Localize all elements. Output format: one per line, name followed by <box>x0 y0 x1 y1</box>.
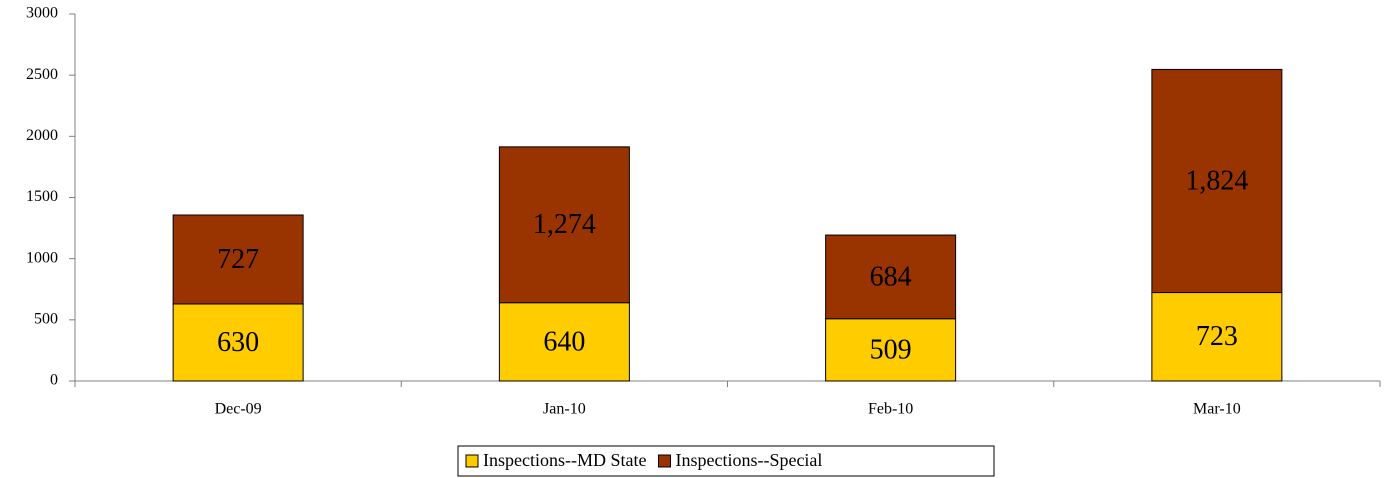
legend-swatch <box>657 454 671 468</box>
x-tick-label: Feb-10 <box>868 401 913 418</box>
legend-label: Inspections--Special <box>675 450 822 470</box>
y-tick-label: 500 <box>34 311 58 328</box>
bar-segment <box>172 214 304 305</box>
bar-segment <box>1151 68 1283 294</box>
y-tick-label: 2500 <box>26 66 58 83</box>
data-label: 727 <box>217 244 259 275</box>
data-label: 509 <box>870 334 912 365</box>
data-label: 723 <box>1196 321 1238 352</box>
data-label: 684 <box>870 261 912 292</box>
legend-label: Inspections--MD State <box>483 450 646 470</box>
y-tick-label: 0 <box>50 372 58 389</box>
bar-segment <box>498 302 630 382</box>
bar-segment <box>172 303 304 382</box>
x-tick-label: Dec-09 <box>215 401 262 418</box>
data-label: 640 <box>543 326 585 357</box>
legend-box <box>457 445 995 477</box>
y-tick-label: 2000 <box>26 127 58 144</box>
data-label: 630 <box>217 327 259 358</box>
y-tick-label: 1000 <box>26 249 58 266</box>
y-tick-label: 3000 <box>26 5 58 22</box>
data-label: 1,824 <box>1185 165 1248 196</box>
data-label: 1,274 <box>533 209 596 240</box>
bar-segment <box>1151 292 1283 382</box>
bar-segment <box>825 318 957 382</box>
x-tick-label: Jan-10 <box>543 401 586 418</box>
x-tick-label: Mar-10 <box>1193 401 1241 418</box>
bar-segment <box>498 146 630 304</box>
y-tick-label: 1500 <box>26 188 58 205</box>
bar-segment <box>825 234 957 320</box>
legend-swatch <box>465 454 479 468</box>
